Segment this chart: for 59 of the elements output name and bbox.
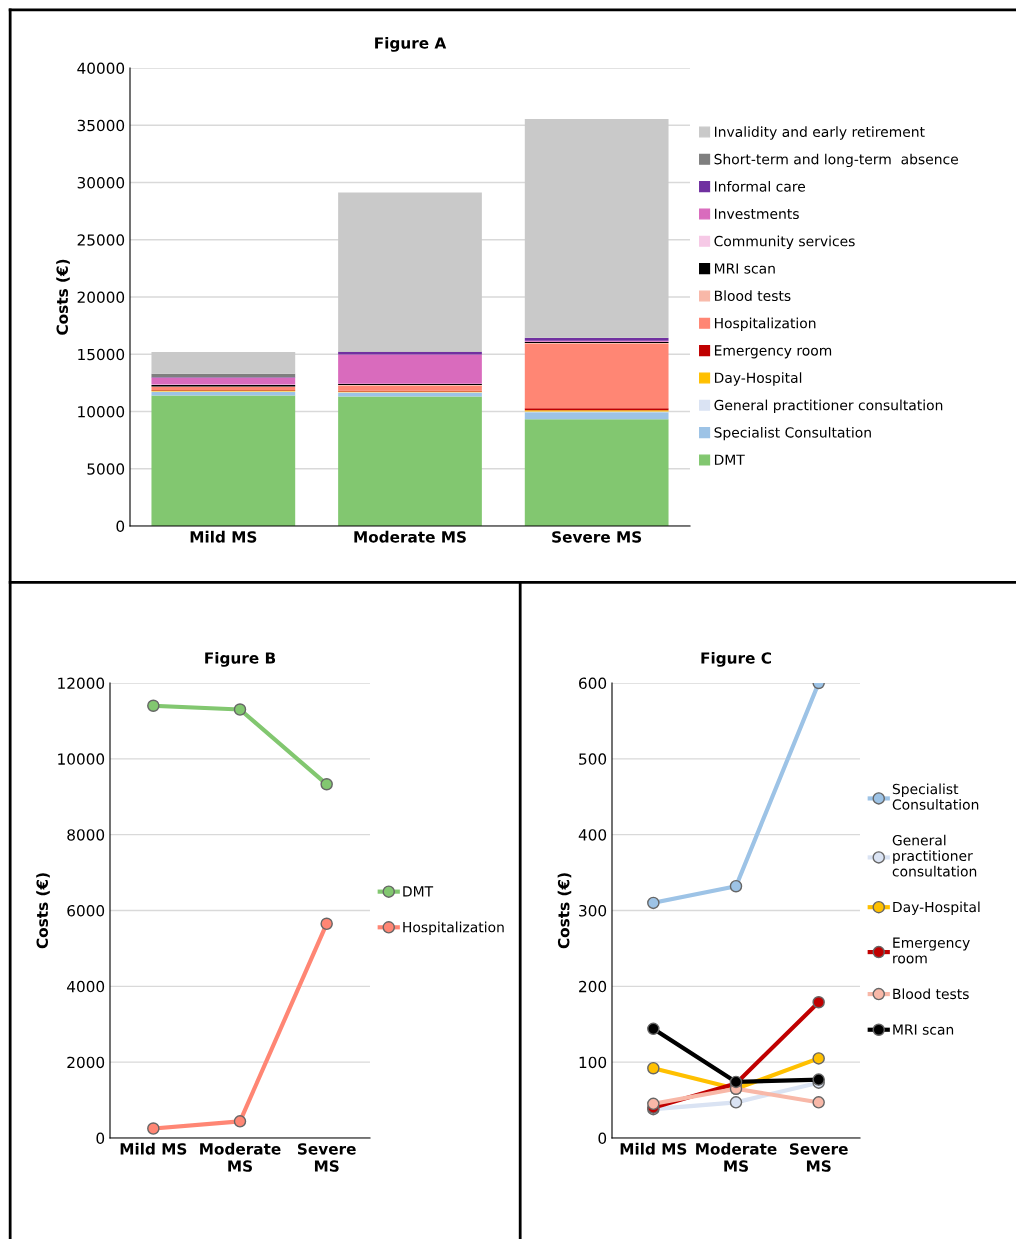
legend-label: DMT <box>403 886 434 897</box>
legend-label: MRI scan <box>893 1024 954 1035</box>
y-axis-title: Costs (€) <box>36 873 50 949</box>
x-tick-label: Mild MS <box>190 530 257 543</box>
y-tick-label: 4000 <box>67 980 105 993</box>
y-tick-label: 35000 <box>77 119 125 132</box>
y-tick-label: 15000 <box>78 348 125 361</box>
x-tick-label: Moderate MS <box>354 530 466 543</box>
y-axis-title: Costs (€) <box>56 259 70 335</box>
x-tick-label: Severe MS <box>297 1143 356 1172</box>
y-tick-label: 30000 <box>77 176 125 189</box>
legend-label: Emergency room <box>714 345 832 359</box>
x-tick-label: Mild MS <box>620 1142 687 1155</box>
y-tick-label: 300 <box>579 904 607 917</box>
legend-label: General practitioner consultation <box>714 399 943 414</box>
y-tick-label: 20000 <box>77 291 125 304</box>
legend-label: DMT <box>714 454 745 465</box>
legend-label: Emergency room <box>893 937 970 964</box>
x-tick-label: Mild MS <box>120 1142 187 1155</box>
legend-label: MRI scan <box>714 263 775 274</box>
chart-title: Figure A <box>375 36 447 52</box>
x-tick-label: Moderate MS <box>200 1142 281 1172</box>
y-tick-label: 400 <box>578 829 607 841</box>
y-tick-label: 40000 <box>77 62 125 75</box>
legend-label: Specialist Consultation <box>892 783 979 810</box>
x-tick-label: Severe MS <box>552 531 642 543</box>
legend-label: Informal care <box>714 180 806 192</box>
y-tick-label: 5000 <box>87 463 125 475</box>
y-tick-label: 600 <box>579 677 607 690</box>
y-axis-title: Costs (€) <box>557 873 572 949</box>
legend-label: Short-term and long-term absence <box>714 153 958 168</box>
legend-label: Specialist Consultation <box>714 426 871 441</box>
legend-label: Community services <box>714 235 855 250</box>
y-tick-label: 200 <box>579 980 607 993</box>
legend-label: General practitioner consultation <box>892 834 977 877</box>
y-tick-label: 100 <box>579 1056 607 1069</box>
legend-label: Blood tests <box>714 290 791 302</box>
legend-label: Day-Hospital <box>893 901 980 915</box>
chart-title: Figure B <box>205 651 276 667</box>
y-tick-label: 500 <box>579 753 607 765</box>
y-tick-label: 10000 <box>78 405 125 418</box>
y-tick-label: 12000 <box>58 677 105 690</box>
chart-title: Figure C <box>701 651 771 667</box>
x-tick-label: Moderate MS <box>696 1142 777 1172</box>
y-tick-label: 10000 <box>58 753 105 765</box>
legend-label: Investments <box>714 208 799 220</box>
legend-label: Invalidity and early retirement <box>714 126 925 140</box>
y-tick-label: 0 <box>96 1132 105 1145</box>
y-tick-label: 6000 <box>67 904 105 917</box>
legend-label: Hospitalization <box>714 317 816 332</box>
y-tick-label: 0 <box>598 1132 607 1145</box>
legend-label: Blood tests <box>893 988 969 1000</box>
y-tick-label: 8000 <box>67 829 105 841</box>
y-tick-label: 25000 <box>77 234 125 246</box>
legend-label: Hospitalization <box>403 921 504 936</box>
legend-label: Day-Hospital <box>714 372 802 386</box>
y-tick-label: 0 <box>116 520 125 533</box>
x-tick-label: Severe MS <box>789 1143 848 1172</box>
y-tick-label: 2000 <box>67 1056 105 1069</box>
